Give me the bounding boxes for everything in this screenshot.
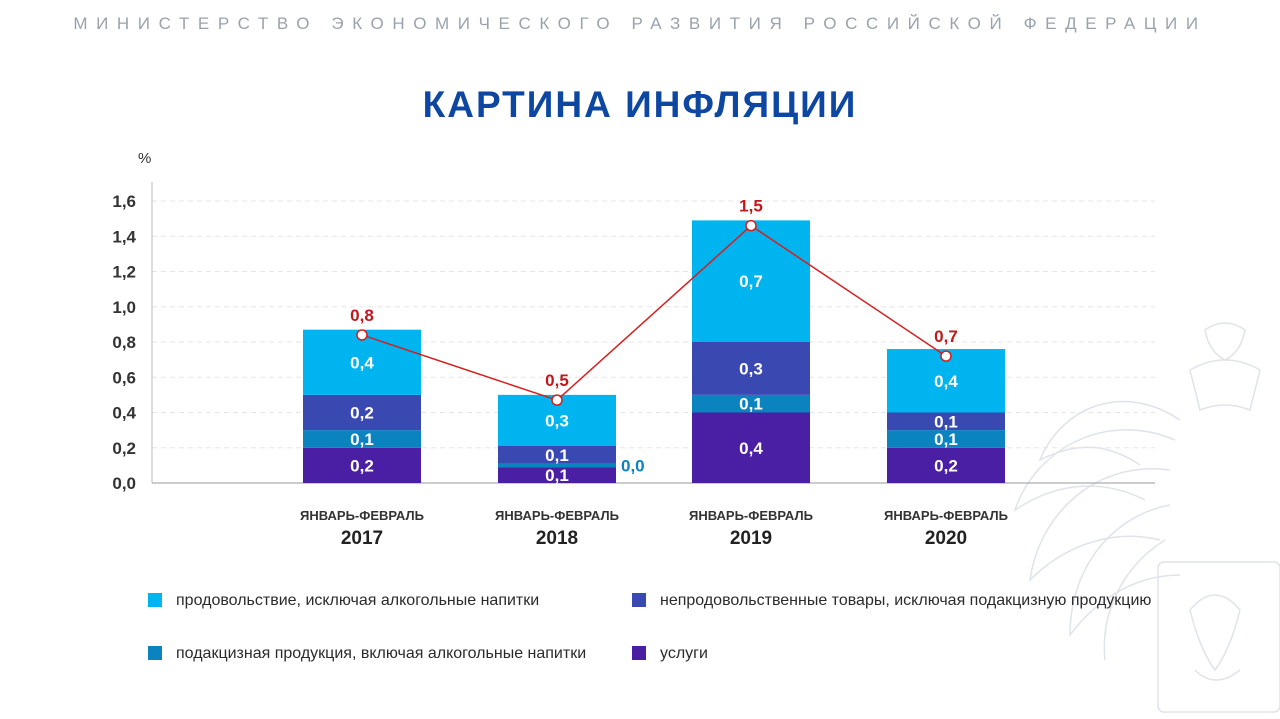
y-axis-unit: % [138,150,151,167]
x-year-label: 2019 [730,528,772,549]
y-tick-label: 1,4 [112,227,136,246]
segment-label: 0,4 [739,439,763,458]
y-tick-label: 1,2 [112,263,136,282]
y-tick-label: 0,4 [112,404,136,423]
y-tick-label: 1,6 [112,192,136,211]
legend-label: подакцизная продукция, включая алкогольн… [176,645,587,662]
segment-label: 0,1 [739,395,763,414]
segment-label: 0,3 [545,411,569,430]
page-title: КАРТИНА ИНФЛЯЦИИ [422,84,858,125]
x-category-labels: ЯНВАРЬ-ФЕВРАЛЬ 2017 ЯНВАРЬ-ФЕВРАЛЬ 2018 ЯНВА… [300,508,1008,549]
bar-segment [498,463,616,468]
legend-swatch [148,646,162,660]
segment-label: 0,4 [350,353,374,372]
y-tick-label: 1,0 [112,298,136,317]
segment-label: 0,1 [545,446,569,465]
legend-swatch [632,646,646,660]
legend-label: услуги [660,645,708,662]
segment-label: 0,7 [739,272,763,291]
segment-label: 0,1 [934,430,958,449]
legend-label: продовольствие, исключая алкогольные нап… [176,592,540,609]
total-label: 1,5 [739,197,763,216]
y-tick-labels: 0,0 0,2 0,4 0,6 0,8 1,0 1,2 1,4 1,6 [112,192,136,493]
bar-segment [498,445,616,464]
segment-label: 0,2 [350,456,374,475]
segment-label: 0,1 [934,412,958,431]
legend-swatch [148,593,162,607]
bar-segment [303,447,421,483]
segment-label: 0,3 [739,359,763,378]
x-period-label: ЯНВАРЬ-ФЕВРАЛЬ [884,508,1008,523]
y-tick-label: 0,8 [112,333,136,352]
bar-segment [692,220,810,342]
total-point [356,329,368,341]
x-period-label: ЯНВАРЬ-ФЕВРАЛЬ [495,508,619,523]
x-period-label: ЯНВАРЬ-ФЕВРАЛЬ [300,508,424,523]
bar-segment [692,342,810,395]
total-line: 0,8 0,5 1,5 0,7 [350,197,958,406]
coat-of-arms-watermark [1013,322,1280,713]
y-tick-label: 0,0 [112,474,136,493]
segment-label: 0,1 [545,466,569,485]
total-point [745,219,757,232]
x-period-label: ЯНВАРЬ-ФЕВРАЛЬ [689,508,813,523]
segment-label: 0,1 [350,430,374,449]
bar-segment [303,430,421,448]
total-label: 0,5 [545,371,569,390]
bar-segment [887,430,1005,448]
total-label: 0,8 [350,306,374,325]
bar-segment [692,394,810,413]
y-tick-label: 0,6 [112,368,136,387]
bar-segment [303,394,421,431]
segment-label: 0,0 [621,456,645,475]
segment-label: 0,2 [350,404,374,423]
segment-label: 0,4 [934,372,958,391]
segment-label: 0,2 [934,456,958,475]
segment-labels: 0,2 0,1 0,2 0,4 0,1 0,0 0,1 0,3 0,4 0,1 0,3 0,7 0,2 0… [350,272,958,485]
bar-segment [887,447,1005,483]
x-year-label: 2020 [925,528,967,549]
bar-segment [692,412,810,483]
ministry-header: МИНИСТЕРСТВО ЭКОНОМИЧЕСКОГО РАЗВИТИЯ РОС… [73,14,1207,33]
bar-segment [887,412,1005,431]
stacked-bars [303,220,1005,483]
bar-segment [498,467,616,483]
total-point [940,350,952,362]
total-label: 0,7 [934,327,958,346]
total-point [551,394,563,406]
x-year-label: 2018 [536,528,578,549]
y-tick-label: 0,2 [112,439,136,458]
legend-swatch [632,593,646,607]
total-series-line [361,224,947,402]
x-year-label: 2017 [341,528,383,549]
legend-label: непродовольственные товары, исключая под… [660,592,1152,609]
